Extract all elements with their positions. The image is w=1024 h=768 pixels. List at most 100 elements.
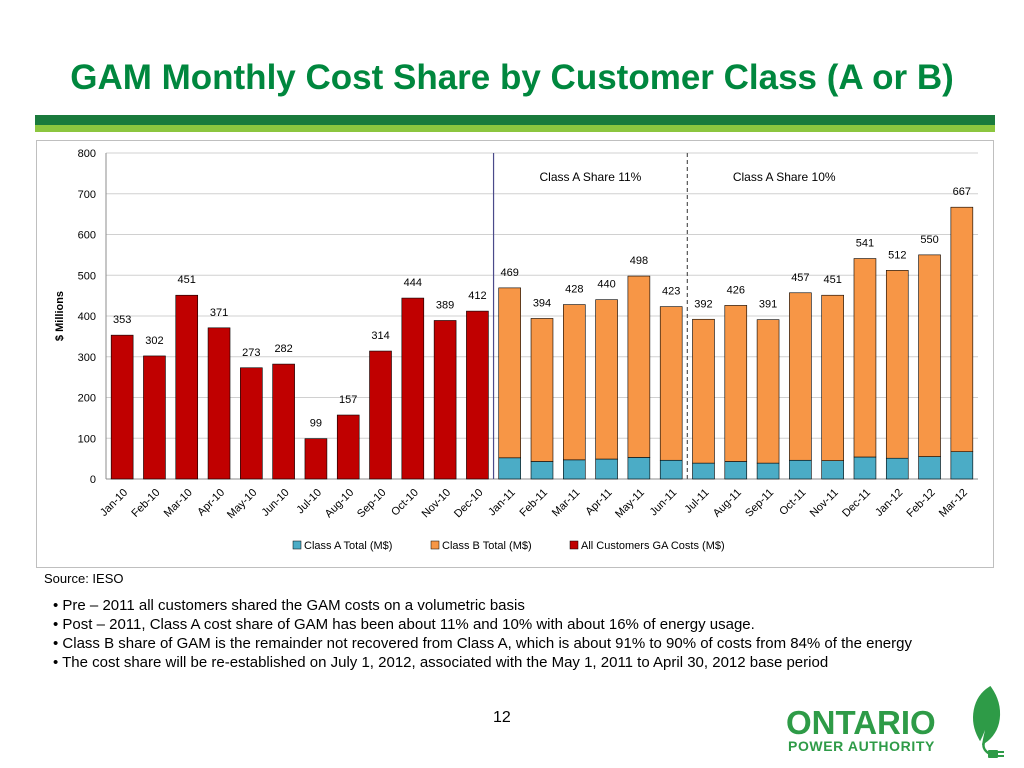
legend-label: Class B Total (M$) xyxy=(442,540,532,552)
data-label: 428 xyxy=(565,284,583,296)
ontario-power-authority-logo: ONTARIO POWER AUTHORITY xyxy=(786,684,1008,764)
page-number: 12 xyxy=(493,709,511,726)
bar-class-a xyxy=(724,461,748,480)
bar-class-b xyxy=(789,292,812,461)
chart-area: 0 100 200 300 400 500 600 700 800 $ Millions 353 Ja… xyxy=(36,140,994,568)
data-label: 389 xyxy=(436,299,454,311)
x-tick-label: Nov-10 xyxy=(420,487,454,521)
x-tick-label: Sep-10 xyxy=(355,487,389,521)
legend-swatch xyxy=(430,540,440,550)
bullet-list: • Pre – 2011 all customers shared the GA… xyxy=(53,596,963,672)
data-label: 440 xyxy=(597,279,615,291)
x-tick-label: Apr-10 xyxy=(195,487,227,519)
bar-all-customers xyxy=(466,310,489,480)
data-label: 157 xyxy=(339,394,357,406)
x-tick-label: Mar-11 xyxy=(550,487,583,520)
bar-class-a xyxy=(659,459,683,480)
chart-svg: 0 100 200 300 400 500 600 700 800 $ Millions 353 Ja… xyxy=(54,148,978,552)
x-tick-label: Jan-10 xyxy=(98,487,130,519)
legend-label: Class A Total (M$) xyxy=(304,540,392,552)
bar-class-a xyxy=(885,457,909,480)
bar-class-a xyxy=(918,456,941,480)
bar-class-a xyxy=(950,451,974,480)
data-label: 314 xyxy=(371,330,389,342)
bar-all-customers xyxy=(272,363,295,480)
bar-all-customers xyxy=(175,294,199,480)
data-label: 457 xyxy=(791,272,809,284)
bar-class-a xyxy=(789,459,812,480)
bar-all-customers xyxy=(433,320,457,480)
data-label: 498 xyxy=(630,255,648,267)
x-tick-label: Dec-11 xyxy=(840,487,873,520)
legend-swatch xyxy=(569,540,579,550)
title-divider-light xyxy=(35,125,995,132)
y-tick-label: 300 xyxy=(78,352,96,364)
y-tick-label: 800 xyxy=(78,148,96,160)
leaf-plug-icon xyxy=(973,685,1004,758)
data-label: 426 xyxy=(727,284,745,296)
bar-class-a xyxy=(756,462,780,480)
x-tick-label: Dec-10 xyxy=(452,487,486,521)
bar-all-customers xyxy=(304,438,328,480)
bar-class-a xyxy=(821,460,844,480)
y-tick-label: 700 xyxy=(78,189,96,201)
bar-class-b xyxy=(853,258,877,458)
data-label: 99 xyxy=(310,418,322,430)
data-label: 541 xyxy=(856,238,874,250)
x-tick-label: Apr-11 xyxy=(583,487,614,518)
x-tick-label: Oct-11 xyxy=(777,487,808,518)
share-annotation: Class A Share 11% xyxy=(540,170,642,184)
bar-class-b xyxy=(627,275,651,458)
x-tick-label: Jun-11 xyxy=(648,487,680,519)
bar-all-customers xyxy=(401,297,425,480)
data-label: 371 xyxy=(210,307,228,319)
data-label: 550 xyxy=(920,234,938,246)
y-axis-label: $ Millions xyxy=(54,291,66,341)
data-label: 412 xyxy=(468,290,486,302)
bar-class-b xyxy=(950,206,974,452)
bar-class-b xyxy=(498,287,521,459)
x-tick-label: Sep-11 xyxy=(743,487,776,520)
data-label: 353 xyxy=(113,314,131,326)
bullet-item: • Pre – 2011 all customers shared the GA… xyxy=(53,597,525,614)
data-label: 444 xyxy=(404,277,422,289)
x-tick-label: May-10 xyxy=(225,487,259,521)
bar-all-customers xyxy=(369,350,392,480)
data-label: 273 xyxy=(242,347,260,359)
y-tick-label: 500 xyxy=(78,270,96,282)
bar-class-a xyxy=(627,457,651,480)
bar-class-b xyxy=(530,318,554,462)
bar-class-a xyxy=(498,457,521,480)
x-tick-label: Jul-11 xyxy=(683,487,712,516)
bullet-item: • Class B share of GAM is the remainder … xyxy=(53,635,912,652)
y-tick-label: 200 xyxy=(78,393,96,405)
data-label: 423 xyxy=(662,286,680,298)
data-label: 451 xyxy=(178,274,196,286)
y-tick-label: 400 xyxy=(78,311,96,323)
x-tick-label: Mar-10 xyxy=(162,487,195,520)
title-divider-dark xyxy=(35,115,995,125)
bar-class-a xyxy=(595,458,618,480)
bar-all-customers xyxy=(240,367,263,480)
source-note: Source: IESO xyxy=(44,571,124,586)
data-label: 392 xyxy=(694,298,712,310)
x-tick-label: Aug-11 xyxy=(711,487,744,520)
data-label: 302 xyxy=(145,335,163,347)
x-tick-label: Mar-12 xyxy=(937,487,970,520)
bullet-item: • The cost share will be re-established … xyxy=(53,654,829,671)
slide-title: GAM Monthly Cost Share by Customer Class… xyxy=(70,58,954,97)
data-label: 469 xyxy=(501,267,519,279)
x-tick-label: Nov-11 xyxy=(808,487,841,520)
logo-line2: POWER AUTHORITY xyxy=(788,738,935,754)
data-label: 667 xyxy=(953,186,971,198)
x-tick-label: Jun-10 xyxy=(259,487,291,519)
x-tick-label: Feb-10 xyxy=(129,487,162,520)
bar-class-b xyxy=(563,304,586,461)
bar-class-a xyxy=(563,459,586,480)
bar-all-customers xyxy=(143,355,166,480)
data-label: 391 xyxy=(759,299,777,311)
x-tick-label: Jul-10 xyxy=(294,487,324,517)
x-tick-label: Jan-12 xyxy=(873,487,905,519)
bar-class-b xyxy=(659,306,683,461)
y-tick-label: 0 xyxy=(90,474,96,486)
